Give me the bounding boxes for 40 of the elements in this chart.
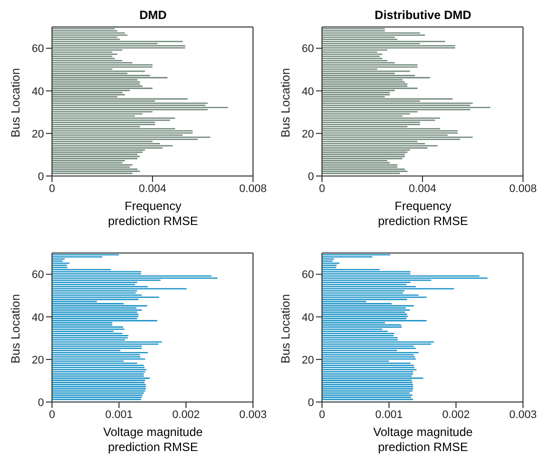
y-tick-label: 60 bbox=[32, 43, 44, 56]
y-tick-label: 60 bbox=[302, 269, 314, 282]
y-axis-title: Bus Location bbox=[8, 294, 22, 364]
y-tick-label: 40 bbox=[32, 86, 44, 98]
y-axis-title: Bus Location bbox=[278, 294, 292, 364]
x-tick-label: 0 bbox=[318, 408, 326, 421]
x-tick-label: 0 bbox=[48, 182, 56, 195]
x-tick-label: 0.001 bbox=[105, 408, 133, 421]
y-tick-label: 20 bbox=[302, 354, 314, 366]
y-axis-title: Bus Location bbox=[8, 68, 22, 138]
y-tick-label: 20 bbox=[32, 128, 44, 140]
y-tick-label: 0 bbox=[38, 396, 44, 409]
x-axis-title: Voltage magnitude prediction RMSE bbox=[102, 425, 204, 455]
y-tick-label: 60 bbox=[32, 269, 44, 282]
x-tick-label: 0.003 bbox=[509, 408, 537, 421]
x-axis-title: Frequency prediction RMSE bbox=[376, 199, 470, 229]
x-tick-label: 0.002 bbox=[172, 408, 200, 421]
x-tick-label: 0.008 bbox=[239, 182, 267, 195]
y-tick-label: 20 bbox=[302, 128, 314, 140]
y-tick-label: 60 bbox=[302, 43, 314, 56]
x-tick-label: 0 bbox=[318, 182, 326, 195]
x-axis-title: Voltage magnitude prediction RMSE bbox=[372, 425, 474, 455]
y-tick-label: 40 bbox=[32, 312, 44, 324]
chart-title: Distributive DMD bbox=[374, 8, 472, 22]
x-tick-label: 0.003 bbox=[239, 408, 267, 421]
y-tick-label: 20 bbox=[32, 354, 44, 366]
x-tick-label: 0.008 bbox=[509, 182, 537, 195]
x-tick-label: 0.002 bbox=[442, 408, 470, 421]
y-tick-label: 40 bbox=[302, 86, 314, 98]
y-axis-title: Bus Location bbox=[278, 68, 292, 138]
x-tick-label: 0.001 bbox=[375, 408, 403, 421]
y-tick-label: 0 bbox=[38, 170, 44, 183]
x-axis-title: Frequency prediction RMSE bbox=[106, 199, 200, 229]
x-tick-label: 0.004 bbox=[138, 182, 166, 195]
y-tick-label: 0 bbox=[308, 396, 314, 409]
y-tick-label: 0 bbox=[308, 170, 314, 183]
y-tick-label: 40 bbox=[302, 312, 314, 324]
x-tick-label: 0.004 bbox=[408, 182, 436, 195]
chart-title: DMD bbox=[139, 8, 167, 22]
x-tick-label: 0 bbox=[48, 408, 56, 421]
